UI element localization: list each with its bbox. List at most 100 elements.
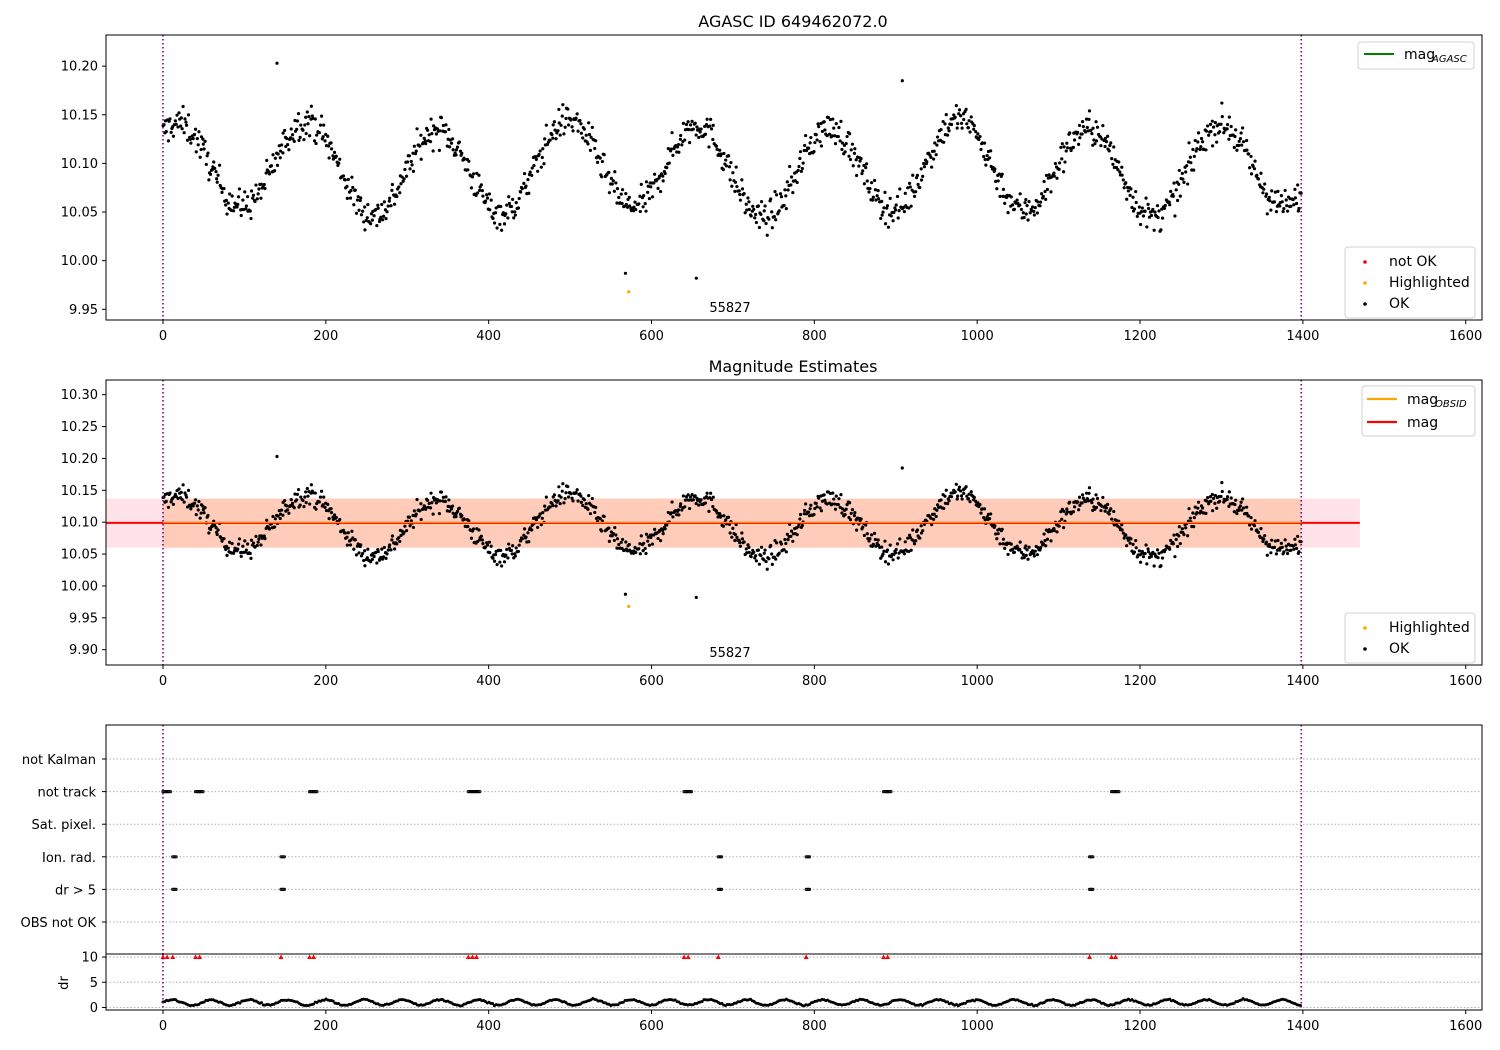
data-point-ok: [479, 183, 483, 187]
data-point-ok: [623, 271, 628, 275]
data-point-ok: [1128, 193, 1132, 197]
x-tick-label: 600: [639, 329, 664, 344]
data-point-ok: [782, 548, 786, 552]
data-point-ok: [412, 144, 416, 148]
data-point-ok: [879, 216, 883, 221]
data-point-ok: [939, 128, 943, 132]
x-tick-label: 0: [159, 1019, 167, 1034]
data-point-ok: [802, 512, 806, 516]
data-point-ok: [171, 125, 175, 129]
data-point-ok: [345, 184, 349, 188]
data-point-ok: [1145, 562, 1149, 566]
data-point-ok: [994, 179, 998, 183]
data-point-ok: [837, 497, 841, 501]
x-tick-label: 1200: [1123, 1019, 1156, 1034]
data-point-ok: [966, 126, 971, 130]
data-point-ok: [537, 152, 541, 157]
data-point-ok: [1279, 541, 1283, 545]
data-point-ok: [1227, 137, 1231, 141]
data-point-ok: [960, 497, 964, 501]
data-point-ok: [965, 122, 969, 126]
data-point-ok: [455, 145, 460, 149]
data-point-ok: [198, 155, 202, 159]
data-point-ok: [769, 543, 773, 548]
data-point-ok: [896, 216, 900, 220]
data-point-ok: [681, 494, 686, 498]
data-point-ok: [1192, 154, 1196, 158]
data-point-ok: [1038, 545, 1043, 550]
data-point-ok: [784, 207, 788, 211]
data-point-ok: [306, 494, 310, 498]
data-point-ok: [414, 149, 418, 153]
data-point-ok: [746, 196, 750, 200]
data-point-ok: [269, 164, 274, 168]
data-point-ok: [1195, 510, 1199, 515]
data-point-ok: [762, 219, 766, 223]
data-point-ok: [683, 505, 687, 509]
data-point-ok: [550, 133, 554, 137]
data-point-ok: [1146, 550, 1151, 554]
data-point-ok: [579, 131, 583, 135]
data-point-ok: [818, 506, 822, 510]
data-point-ok: [548, 138, 552, 142]
data-point-ok: [709, 491, 713, 495]
data-point-ok: [1174, 188, 1178, 192]
data-point-ok: [957, 112, 961, 116]
data-point-ok: [804, 148, 809, 153]
data-point-ok: [230, 194, 234, 198]
data-point-ok: [711, 495, 715, 499]
data-point-ok: [709, 497, 714, 502]
data-point-ok: [764, 221, 768, 226]
data-point-ok: [509, 204, 514, 209]
data-point-ok: [567, 495, 571, 499]
data-point-ok: [1125, 197, 1129, 201]
data-point-ok: [921, 529, 925, 533]
dr-clipped-marker: [160, 954, 166, 960]
data-point-ok: [881, 210, 885, 214]
data-point-ok: [1211, 496, 1216, 501]
data-point-ok: [652, 181, 656, 185]
data-point-ok: [978, 503, 982, 507]
data-point-ok: [329, 511, 334, 515]
data-point-ok: [848, 157, 853, 162]
data-point-ok: [507, 195, 511, 199]
data-point-ok: [1252, 167, 1257, 171]
data-point-ok: [281, 513, 285, 517]
data-point-ok: [661, 174, 665, 178]
data-point-ok: [1128, 541, 1132, 545]
data-point-ok: [620, 537, 625, 542]
data-point-ok: [407, 515, 411, 519]
data-point-ok: [1077, 508, 1081, 512]
data-point-ok: [382, 545, 386, 550]
flag-point: [718, 887, 723, 892]
data-point-ok: [524, 184, 528, 188]
data-point-ok: [1024, 544, 1028, 548]
data-point-ok: [1219, 122, 1223, 126]
data-point-ok: [880, 213, 884, 217]
data-point-ok: [450, 504, 455, 508]
data-point-ok: [969, 490, 973, 494]
data-point-ok: [925, 160, 929, 164]
legend-label: OK: [1389, 296, 1410, 312]
data-point-ok: [722, 514, 726, 518]
data-point-ok: [912, 194, 917, 198]
data-point-ok: [1087, 109, 1092, 113]
data-point-ok: [203, 506, 207, 510]
data-point-ok: [306, 122, 310, 126]
data-point-ok: [1284, 544, 1288, 548]
data-point-ok: [380, 218, 385, 222]
data-point-ok: [1293, 543, 1297, 547]
data-point-ok: [1245, 511, 1249, 516]
data-point-ok: [1200, 506, 1205, 510]
data-point-ok: [825, 502, 829, 506]
data-point-ok: [584, 133, 588, 137]
data-point-ok: [779, 195, 784, 199]
data-point-ok: [380, 547, 384, 551]
data-point-ok: [1168, 203, 1172, 207]
flag-point: [173, 855, 177, 859]
data-point-ok: [1035, 553, 1039, 557]
data-point-ok: [1062, 170, 1066, 174]
data-point-ok: [520, 537, 524, 541]
flag-point: [167, 789, 171, 794]
data-point-ok: [1049, 539, 1053, 543]
